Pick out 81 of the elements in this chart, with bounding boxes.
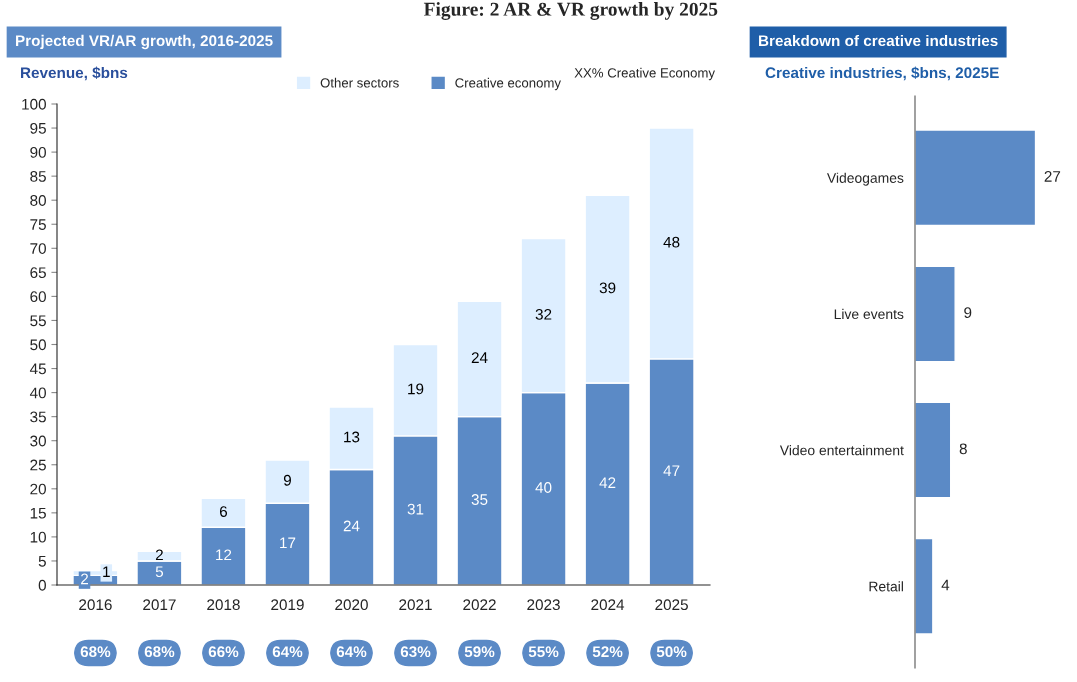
text: 68% bbox=[144, 646, 175, 658]
data-label: 24 bbox=[343, 520, 360, 532]
x-tick-label: 2016 bbox=[79, 599, 112, 611]
data-label: 39 bbox=[599, 282, 616, 294]
y-axis-title: Revenue, $bns bbox=[21, 66, 128, 81]
text: 63% bbox=[400, 646, 431, 658]
y-tick-label: 0 bbox=[38, 579, 46, 591]
y-tick-label: 20 bbox=[30, 483, 46, 495]
data-label: 32 bbox=[535, 308, 552, 320]
data-label: 8 bbox=[959, 443, 967, 455]
legend-label: Other sectors bbox=[320, 77, 399, 88]
x-tick-label: 2017 bbox=[143, 599, 176, 611]
y-tick-label: 35 bbox=[30, 411, 46, 423]
data-label: 13 bbox=[344, 431, 360, 443]
data-label: 27 bbox=[1044, 171, 1061, 182]
y-tick-label: 85 bbox=[30, 171, 46, 182]
y-tick-label: 10 bbox=[30, 531, 46, 543]
data-label: 24 bbox=[471, 352, 488, 363]
chart-title: Projected VR/AR growth, 2016-2025 bbox=[16, 34, 273, 50]
y-tick-label: Retail bbox=[869, 581, 903, 592]
text: 64% bbox=[272, 646, 303, 658]
x-tick-label: 2021 bbox=[399, 599, 432, 611]
data-label: 19 bbox=[408, 383, 424, 395]
data-label: 5 bbox=[155, 566, 164, 578]
x-tick-label: 2020 bbox=[335, 599, 368, 611]
x-tick-label: 2019 bbox=[271, 599, 304, 611]
chart-subtitle: Figure: 2 AR & VR growth by 2025 bbox=[423, 2, 718, 20]
data-label: 2 bbox=[81, 573, 89, 585]
bar bbox=[915, 537, 934, 635]
bar bbox=[915, 129, 1037, 227]
y-tick-label: 55 bbox=[30, 315, 46, 327]
data-label: 2 bbox=[155, 549, 163, 561]
data-label: 1 bbox=[103, 566, 110, 577]
data-label: 9 bbox=[283, 474, 291, 486]
y-tick-label: 95 bbox=[30, 122, 46, 134]
text: XX% Creative Economy bbox=[574, 67, 715, 81]
y-tick-label: 15 bbox=[30, 507, 46, 519]
y-tick-label: Videogames bbox=[826, 172, 904, 186]
data-label: 40 bbox=[535, 482, 552, 493]
y-tick-label: 5 bbox=[38, 555, 46, 567]
y-tick-label: Live events bbox=[834, 308, 904, 320]
text: 55% bbox=[528, 646, 559, 658]
data-label: 31 bbox=[407, 503, 424, 515]
x-tick-label: 2018 bbox=[207, 599, 240, 611]
legend-label: Creative economy bbox=[455, 77, 561, 91]
y-tick-label: 70 bbox=[30, 243, 46, 254]
text: 59% bbox=[464, 646, 495, 658]
data-label: 42 bbox=[599, 477, 616, 488]
data-label: 12 bbox=[216, 549, 232, 561]
y-tick-label: 65 bbox=[30, 267, 46, 279]
data-label: 6 bbox=[219, 506, 228, 517]
y-tick-label: 90 bbox=[30, 146, 46, 158]
y-tick-label: 50 bbox=[30, 339, 46, 351]
text: 68% bbox=[80, 646, 111, 658]
x-tick-label: 2023 bbox=[527, 599, 560, 611]
text: 52% bbox=[592, 646, 623, 658]
data-label: 35 bbox=[471, 494, 488, 505]
y-tick-label: 100 bbox=[22, 98, 46, 110]
text: 64% bbox=[336, 646, 367, 658]
data-label: 9 bbox=[964, 307, 972, 319]
bar bbox=[915, 265, 956, 363]
x-tick-label: 2022 bbox=[463, 599, 496, 611]
data-label: 4 bbox=[941, 579, 950, 591]
y-tick-label: 80 bbox=[30, 195, 46, 206]
data-label: 47 bbox=[663, 465, 680, 476]
text: 66% bbox=[208, 646, 239, 658]
x-tick-label: 2024 bbox=[591, 599, 625, 611]
data-label: 48 bbox=[663, 236, 680, 248]
y-tick-label: 25 bbox=[30, 459, 46, 471]
y-tick-label: 75 bbox=[30, 219, 46, 230]
bar bbox=[915, 401, 952, 499]
y-tick-label: 60 bbox=[30, 291, 46, 303]
chart-title: Breakdown of creative industries bbox=[759, 34, 998, 47]
x-tick-label: 2025 bbox=[655, 599, 688, 611]
text: 50% bbox=[656, 646, 687, 658]
y-tick-label: 40 bbox=[29, 387, 46, 399]
y-tick-label: 45 bbox=[29, 363, 46, 375]
data-label: 17 bbox=[280, 537, 296, 549]
chart-subtitle: Creative industries, $bns, 2025E bbox=[765, 66, 999, 81]
y-tick-label: Video entertainment bbox=[779, 445, 904, 456]
y-tick-label: 30 bbox=[30, 435, 46, 447]
